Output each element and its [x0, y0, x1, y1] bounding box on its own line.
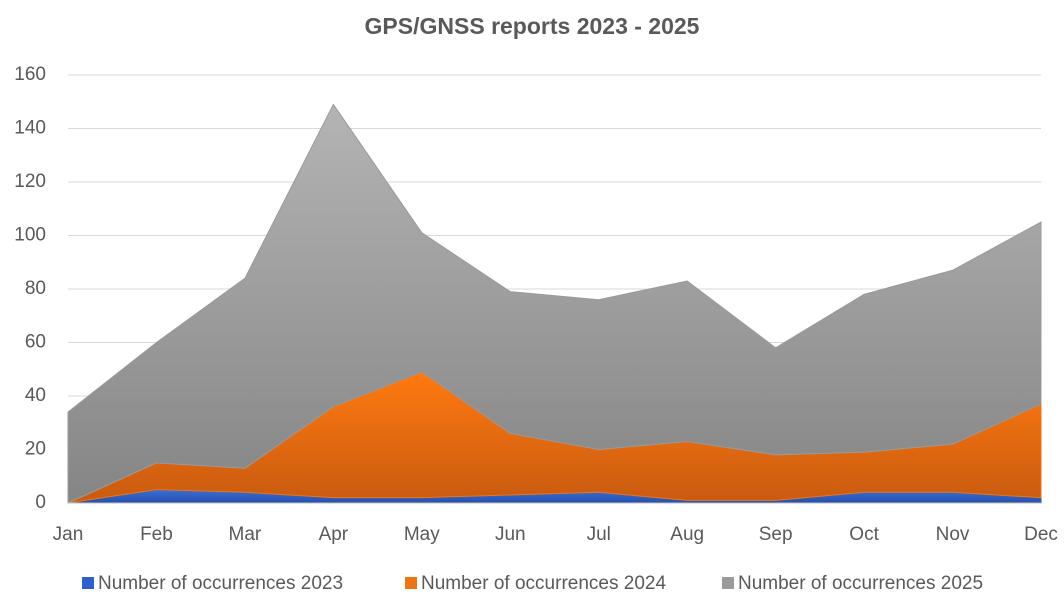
x-tick-label: Jun [495, 524, 526, 545]
x-tick-label: Nov [936, 524, 970, 545]
x-tick-label: Oct [849, 524, 879, 545]
y-tick-label: 160 [14, 64, 46, 85]
legend-label: Number of occurrences 2024 [421, 573, 666, 594]
legend-swatch [722, 577, 734, 589]
x-tick-label: Dec [1024, 524, 1058, 545]
x-tick-label: Sep [759, 524, 793, 545]
x-tick-label: Feb [140, 524, 173, 545]
y-tick-label: 60 [25, 332, 46, 353]
legend-swatch [405, 577, 417, 589]
legend-label: Number of occurrences 2025 [738, 573, 983, 594]
x-tick-label: Jan [53, 524, 84, 545]
y-tick-label: 140 [14, 118, 46, 139]
y-tick-label: 100 [14, 225, 46, 246]
y-tick-label: 20 [25, 439, 46, 460]
x-tick-label: Apr [319, 524, 349, 545]
y-tick-label: 80 [25, 278, 46, 299]
legend-swatch [82, 577, 94, 589]
x-tick-label: Jul [587, 524, 611, 545]
x-tick-label: May [404, 524, 440, 545]
legend-label: Number of occurrences 2023 [98, 573, 343, 594]
area [67, 103, 1042, 504]
y-tick-label: 0 [35, 492, 46, 513]
x-tick-label: Aug [670, 524, 704, 545]
chart-title: GPS/GNSS reports 2023 - 2025 [365, 13, 700, 39]
y-tick-label: 40 [25, 385, 46, 406]
y-tick-label: 120 [14, 171, 46, 192]
x-tick-label: Mar [229, 524, 262, 545]
